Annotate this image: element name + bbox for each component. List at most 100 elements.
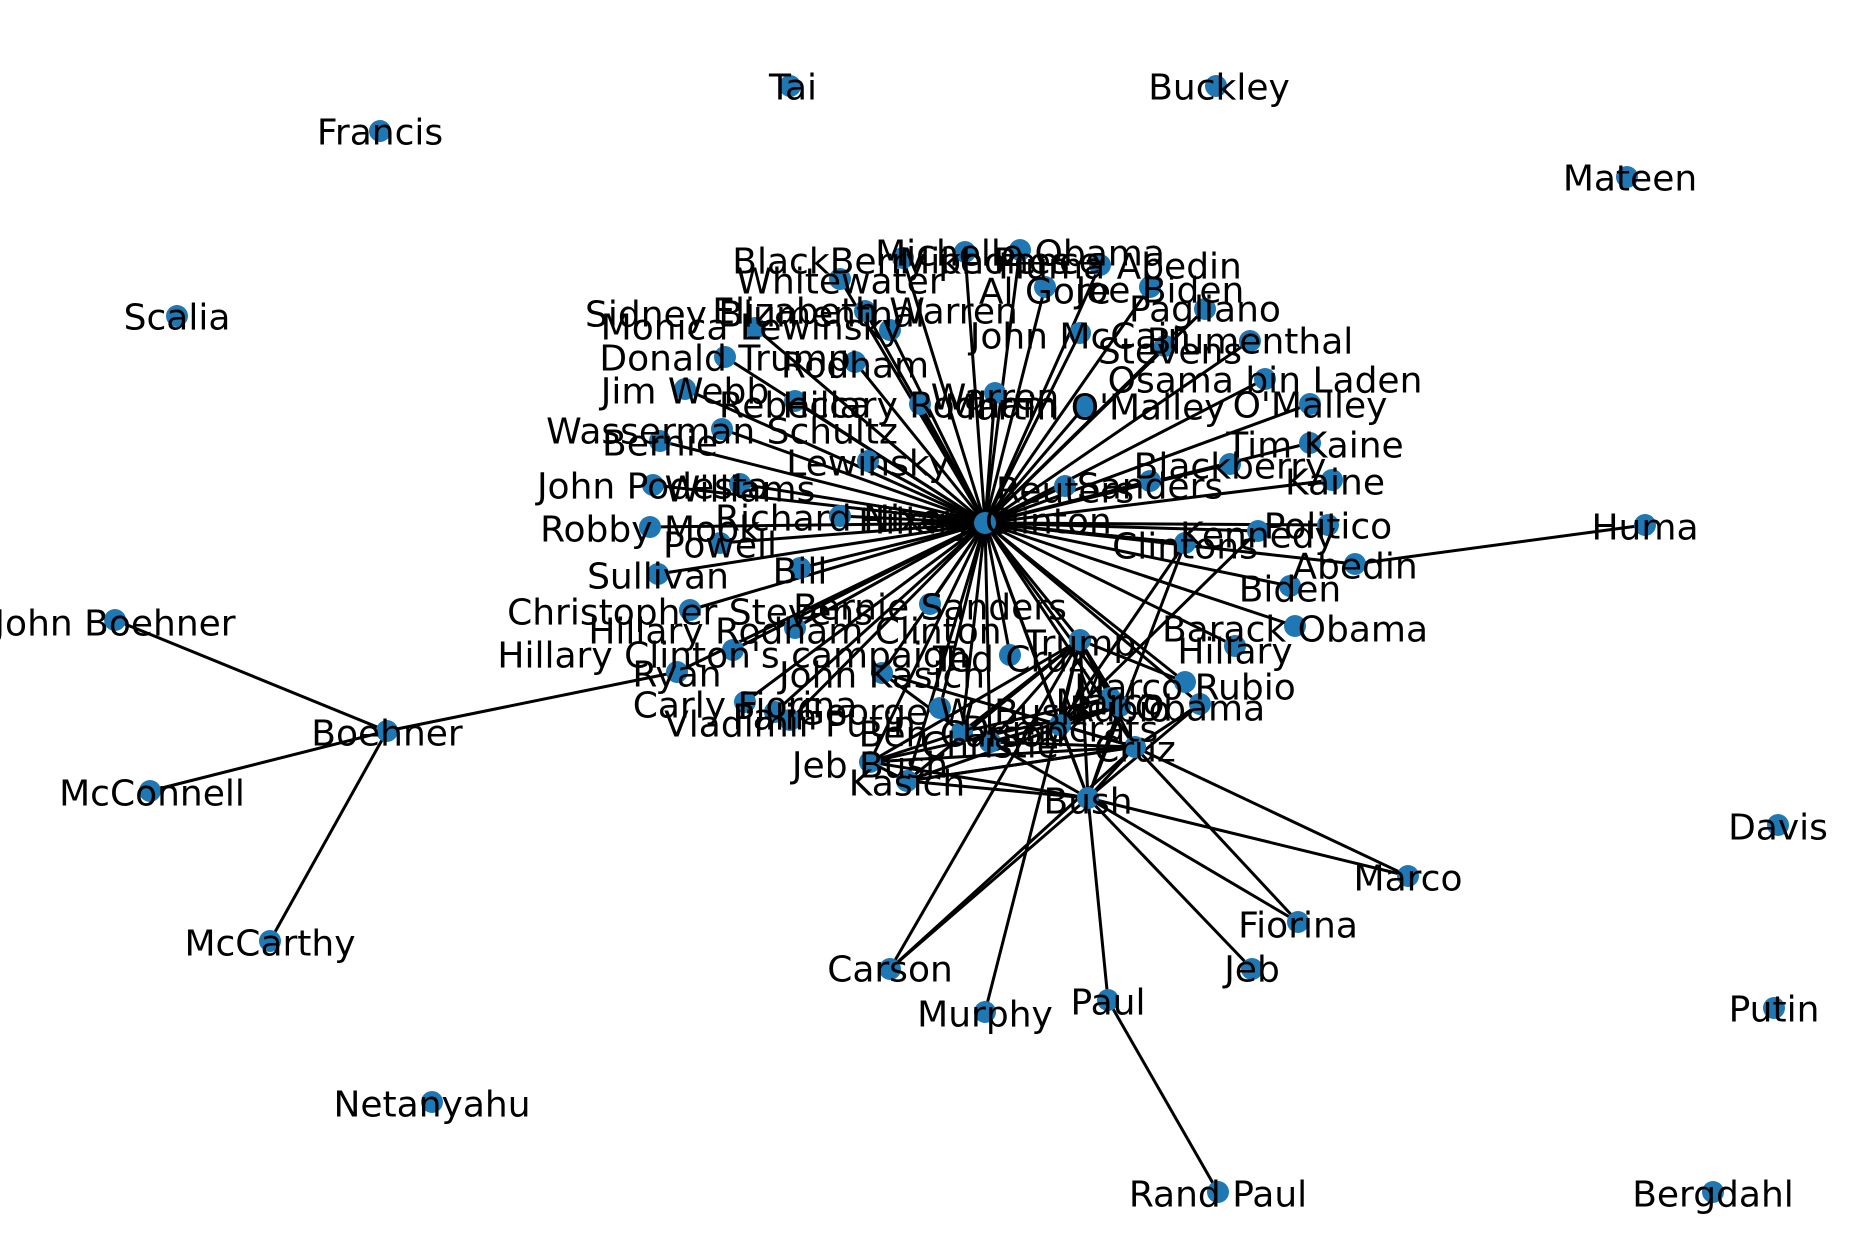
node-rand_paul (1207, 1181, 1229, 1203)
edge-hillary-wasserman (721, 427, 986, 525)
node-label-bernie: Bernie (602, 424, 718, 465)
node-label-jim_webb: Jim Webb (599, 372, 769, 413)
edge-hillary-hillary2 (984, 521, 1236, 648)
node-label-elizabeth_warren: Elizabeth Warren (712, 292, 1018, 333)
edge-hillary-rodham (853, 361, 987, 524)
node-label-ben_carson: Ben Carson (859, 715, 1066, 756)
node-label-rubio2: Rubio (1069, 690, 1170, 731)
edge-hillary-jeb_bush (868, 522, 987, 763)
node-label-john_kasich: John Kasich (777, 656, 985, 697)
node-francis (369, 120, 391, 142)
node-bergdahl (1702, 1181, 1724, 1203)
node-hillary2 (1224, 635, 1246, 657)
edge-hillary-blumenthal (984, 339, 1251, 525)
node-label-whitewater: Whitewater (736, 262, 943, 303)
node-label-rubio: Marco Rubio (1074, 668, 1295, 709)
edge-hillary-martin_omalley (983, 405, 1087, 524)
node-osama (1254, 368, 1276, 390)
edge-bush-christie (989, 740, 1089, 800)
edge-hillary-osama (984, 377, 1266, 525)
node-label-stevens: Stevens (1098, 332, 1242, 373)
node-sanders (1139, 470, 1161, 492)
node-reuters (1054, 475, 1076, 497)
edge-boehner-mcconnell (149, 729, 388, 793)
node-label-jeb_bush: Jeb Bush (790, 746, 948, 787)
node-label-marco: Marco (1056, 683, 1165, 724)
node-marco2 (1397, 865, 1419, 887)
edge-bush-carson (889, 796, 1089, 971)
node-jeb (1241, 958, 1263, 980)
edge-hillary-sullivan (657, 521, 986, 576)
node-label-scalia: Scalia (124, 298, 231, 339)
edge-hillary-palin (773, 521, 987, 714)
node-kennedy (1247, 520, 1269, 542)
edge-hillary-jim_webb (684, 387, 986, 525)
edge-paul-rand_paul (1106, 999, 1220, 1193)
node-label-ted_cruz: Ted Cruz (932, 640, 1087, 681)
node-john_podesta (642, 474, 664, 496)
node-boehner (376, 720, 398, 742)
node-scalia (166, 305, 188, 327)
edge-hillary-warren (983, 392, 997, 524)
node-label-blackberry_phones: BlackBerry phones (732, 242, 1069, 283)
node-abedin_huma (1089, 254, 1111, 276)
edge-hillary-sanders (984, 479, 1151, 525)
node-label-osama: Osama bin Laden (1108, 361, 1423, 402)
node-label-ryan: Ryan (632, 655, 721, 696)
node-cruz (1124, 736, 1146, 758)
node-barack_obama (1284, 615, 1306, 637)
node-label-robby_mook: Robby Mook (540, 510, 760, 551)
node-joe_biden (1139, 276, 1161, 298)
node-label-kasich: Kasich (849, 764, 965, 805)
edge-ryan-boehner (386, 670, 678, 733)
edge-boehner-mccarthy (268, 730, 389, 942)
edge-hillary-rebecca (794, 399, 986, 525)
edge-hillary-abedin_huma (983, 264, 1102, 524)
node-monica_lewinsky (879, 319, 901, 341)
node-label-wasserman: Wasserman Schultz (546, 412, 898, 453)
node-clintons (1174, 532, 1196, 554)
node-label-omalley: O'Malley (1233, 386, 1388, 427)
node-label-biden: Biden (1239, 570, 1342, 611)
node-label-barack_obama: Barack Obama (1162, 610, 1428, 651)
node-kasich (896, 770, 918, 792)
node-mike_pence (954, 241, 976, 263)
node-ryan (666, 661, 688, 683)
edge-hillary-williams (739, 482, 986, 525)
edge-clintons-democrats (1058, 542, 1187, 726)
node-whitewater (829, 268, 851, 290)
node-label-jeb: Jeb (1222, 950, 1280, 991)
node-williams (729, 473, 751, 495)
node-label-boehner: Boehner (311, 714, 463, 755)
graph-edges (114, 249, 1646, 1193)
node-label-davis: Davis (1728, 808, 1828, 849)
node-paul (1097, 989, 1119, 1011)
node-label-john_mccain: John McCain (968, 317, 1191, 358)
node-label-bergdahl: Bergdahl (1632, 1175, 1794, 1216)
node-label-reuters: Reuters (996, 471, 1134, 512)
node-michelle_obama (1009, 239, 1031, 261)
node-abedin (1344, 553, 1366, 575)
node-label-mike_pence: Mike Pence (899, 242, 1101, 283)
node-label-carson: Carson (827, 950, 953, 991)
node-fiorina (1287, 911, 1309, 933)
edge-democrats-bush (1058, 724, 1090, 799)
edge-hillary-vladimir_putin (788, 521, 987, 722)
node-rubio (1174, 671, 1196, 693)
node-label-lewinsky: Lewinsky (786, 444, 949, 485)
node-label-warren: Warren (931, 378, 1060, 419)
node-sidney (744, 317, 766, 339)
node-warren (984, 382, 1006, 404)
node-kaine (1321, 469, 1343, 491)
node-label-carly_fiorina: Carly Fiorina (633, 686, 858, 727)
node-christie (979, 731, 1001, 753)
node-powell (709, 532, 731, 554)
edge-christie-cruz (989, 740, 1136, 749)
edge-kasich-cruz (906, 745, 1136, 783)
node-label-john_boehner: John Boehner (0, 604, 236, 645)
node-label-murphy: Murphy (917, 995, 1053, 1036)
node-bill (789, 557, 811, 579)
edge-ben_carson-jeb_bush (869, 730, 963, 764)
edge-cruz-marco2 (1134, 745, 1409, 878)
